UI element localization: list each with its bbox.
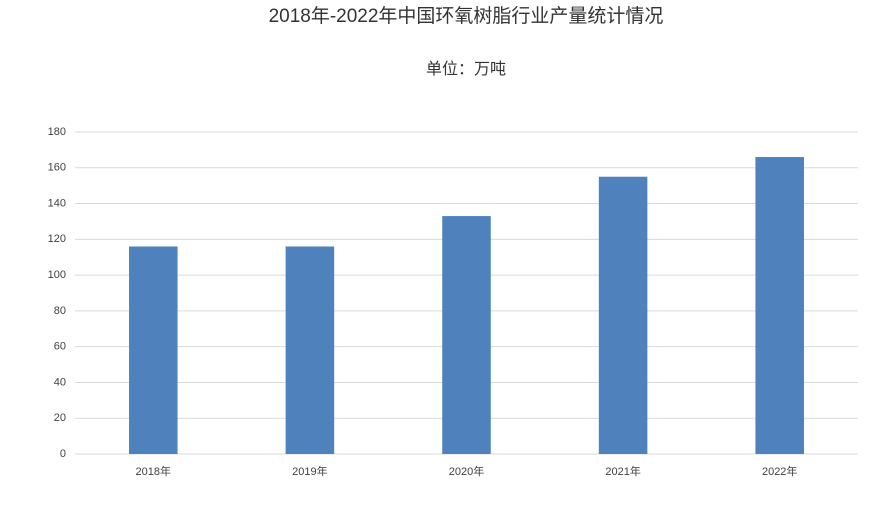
y-tick-label: 80: [54, 305, 66, 317]
y-tick-label: 140: [48, 197, 66, 209]
x-tick-label: 2020年: [449, 464, 484, 478]
x-tick-label: 2018年: [136, 464, 171, 478]
y-tick-label: 20: [54, 412, 66, 424]
x-tick-label: 2022年: [762, 464, 797, 478]
y-tick-label: 120: [48, 233, 66, 245]
chart-subtitle: 单位：万吨: [426, 60, 506, 78]
y-tick-label: 180: [48, 126, 66, 138]
bar: [129, 246, 178, 454]
x-tick-label: 2019年: [292, 464, 327, 478]
y-tick-label: 160: [48, 162, 66, 174]
bar: [442, 216, 491, 454]
y-tick-label: 40: [54, 376, 66, 388]
chart-title: 2018年-2022年中国环氧树脂行业产量统计情况: [269, 5, 664, 27]
x-tick-label: 2021年: [605, 464, 640, 478]
bar: [598, 176, 648, 454]
bar: [285, 246, 335, 454]
y-tick-label: 0: [60, 448, 66, 460]
y-tick-label: 100: [48, 269, 66, 281]
bar: [755, 157, 804, 455]
y-tick-label: 60: [54, 341, 66, 353]
